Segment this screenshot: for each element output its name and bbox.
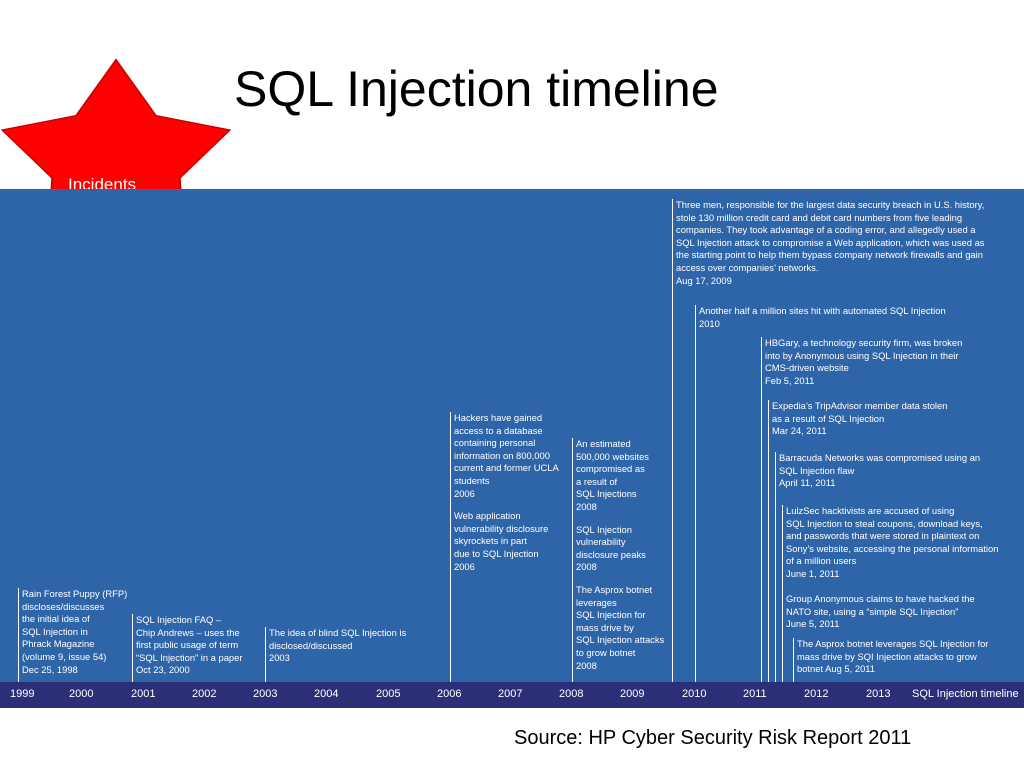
axis-label: SQL Injection timeline <box>912 688 1019 700</box>
event-text: SQL Injection vulnerability disclosure p… <box>576 523 646 573</box>
timeline-axis: 1999 2000 2001 2002 2003 2004 2005 2006 … <box>0 682 1024 708</box>
axis-year: 2007 <box>498 688 523 700</box>
timeline-event: The Asprox botnet leverages SQL Injectio… <box>793 638 1023 682</box>
timeline-event: Rain Forest Puppy (RFP) discloses/discus… <box>18 588 143 682</box>
event-text: Three men, responsible for the largest d… <box>676 199 985 286</box>
axis-year: 2001 <box>131 688 156 700</box>
axis-year: 1999 <box>10 688 35 700</box>
event-text: Barracuda Networks was compromised using… <box>779 452 981 489</box>
axis-year: 2010 <box>682 688 707 700</box>
axis-year: 2002 <box>192 688 217 700</box>
axis-year: 2008 <box>559 688 584 700</box>
event-text: The Asprox botnet leverages SQL Injectio… <box>576 583 665 671</box>
timeline-event: LulzSec hacktivists are accused of using… <box>782 505 1022 682</box>
event-text: Web application vulnerability disclosure… <box>454 510 549 572</box>
event-text: Hackers have gained access to a database… <box>454 412 559 499</box>
axis-year: 2005 <box>376 688 401 700</box>
timeline-panel <box>0 189 1024 682</box>
slide-title: SQL Injection timeline <box>234 61 719 117</box>
timeline-event: Barracuda Networks was compromised using… <box>775 452 1015 682</box>
timeline-event: Expedia’s TripAdvisor member data stolen… <box>768 400 988 682</box>
axis-year: 2009 <box>620 688 645 700</box>
axis-year: 2013 <box>866 688 891 700</box>
event-text: Rain Forest Puppy (RFP) discloses/discus… <box>22 588 128 675</box>
event-text: Group Anonymous claims to have hacked th… <box>786 593 975 630</box>
event-text: The idea of blind SQL Injection is discl… <box>269 627 407 664</box>
timeline-event: HBGary, a technology security firm, was … <box>761 337 1001 682</box>
timeline-event: The idea of blind SQL Injection is discl… <box>265 627 435 682</box>
event-text: SQL Injection FAQ – Chip Andrews – uses … <box>136 614 243 676</box>
axis-year: 2006 <box>437 688 462 700</box>
source-caption: Source: HP Cyber Security Risk Report 20… <box>514 727 912 749</box>
axis-year: 2004 <box>314 688 339 700</box>
event-text: The Asprox botnet leverages SQL Injectio… <box>797 638 989 675</box>
axis-year: 2003 <box>253 688 278 700</box>
axis-year: 2000 <box>69 688 94 700</box>
timeline-event: Another half a million sites hit with au… <box>695 305 995 682</box>
axis-year: 2012 <box>804 688 829 700</box>
event-text: LulzSec hacktivists are accused of using… <box>786 505 999 579</box>
timeline-event: An estimated 500,000 websites compromise… <box>572 438 672 682</box>
timeline-event: Hackers have gained access to a database… <box>450 412 568 682</box>
timeline-event: Group Anonymous claims to have hacked th… <box>782 593 1012 682</box>
event-text: An estimated 500,000 websites compromise… <box>576 438 649 512</box>
timeline-event: Three men, responsible for the largest d… <box>672 199 1022 682</box>
axis-year: 2011 <box>743 688 767 700</box>
event-text: HBGary, a technology security firm, was … <box>765 337 963 386</box>
timeline-event: SQL Injection FAQ – Chip Andrews – uses … <box>132 614 262 682</box>
event-text: Expedia’s TripAdvisor member data stolen… <box>772 400 948 437</box>
event-text: Another half a million sites hit with au… <box>699 305 946 329</box>
